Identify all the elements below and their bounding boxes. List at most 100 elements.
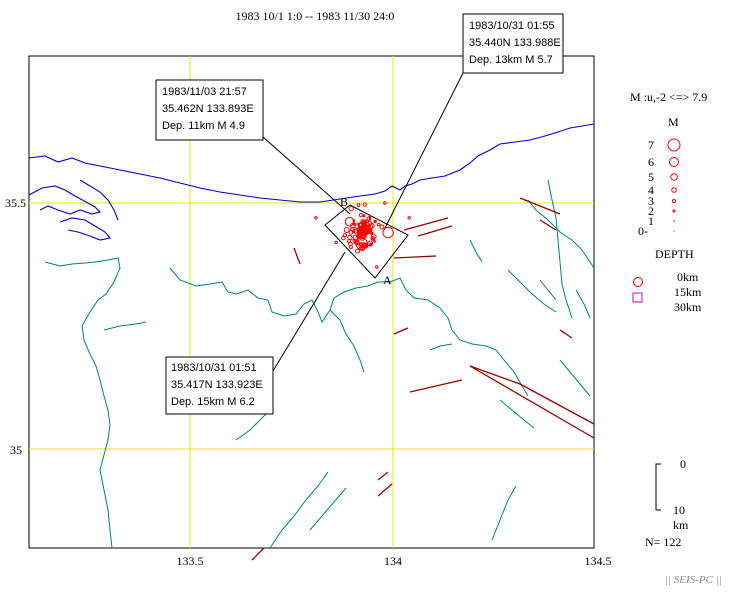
legend-mag-4-symbol [671, 187, 677, 193]
aftershock-marker [361, 242, 367, 248]
aftershock-marker [370, 236, 375, 241]
aftershock-marker [368, 217, 372, 221]
aftershock-marker [369, 242, 373, 247]
coastline-inlet [79, 179, 119, 221]
coastline-lagoon [59, 217, 112, 241]
callout-1-coords: 35.440N 133.988E [469, 37, 561, 49]
callout-3-time: 1983/10/31 01:51 [171, 362, 257, 374]
aftershock-marker [353, 239, 360, 246]
aftershock-marker [367, 223, 374, 230]
leader-2 [262, 136, 351, 215]
fault-11 [519, 383, 595, 425]
fault-13 [377, 483, 393, 497]
boundary-2 [169, 267, 529, 397]
legend-mag-3-symbol [671, 198, 677, 204]
depth-scale-bar [655, 463, 661, 511]
leader-1 [383, 72, 464, 231]
boundary-4 [527, 199, 595, 269]
fault-10 [469, 365, 595, 439]
aftershock-marker [355, 248, 361, 254]
coastline [28, 123, 595, 241]
aftershock-marker [356, 203, 361, 208]
boundary-16 [559, 359, 591, 397]
callout-2-depth-mag: Dep. 11km M 4.9 [162, 120, 245, 132]
callout-1-depth-mag: Dep. 13km M 5.7 [469, 54, 553, 66]
outlier-marker [375, 265, 379, 269]
legend-mag-1: 1 [648, 214, 654, 228]
boundary-3 [329, 309, 365, 373]
outlier-marker [314, 216, 318, 220]
legend-mag-7: 7 [648, 138, 654, 152]
fault-6 [293, 247, 301, 265]
legend-mag-5: 5 [648, 170, 654, 184]
aftershock-marker [362, 202, 367, 207]
legend-scale-unit: km [673, 518, 689, 532]
aftershock-marker [342, 233, 348, 238]
section-label-b: B [340, 195, 348, 209]
aftershock-marker [368, 224, 372, 228]
fault-3 [393, 255, 437, 259]
cross-section-box [324, 204, 409, 279]
aftershock-marker [348, 241, 353, 247]
lat-tick-35: 35 [10, 443, 22, 457]
boundary-7 [103, 321, 147, 331]
coastline-main [28, 123, 595, 203]
legend-mag-6: 6 [648, 155, 654, 169]
outlier-marker [383, 201, 387, 205]
legend-mag-range: M :u,-2 <=> 7.9 [630, 90, 707, 104]
aftershock-marker [376, 222, 381, 227]
callout-3-box [165, 356, 274, 415]
legend-depth-0-symbol [633, 277, 643, 287]
lat-tick-35-5: 35.5 [5, 196, 26, 210]
lon-tick-134: 134 [384, 554, 402, 568]
fault-15 [559, 329, 573, 339]
fault-8 [409, 379, 463, 393]
fault-4 [519, 197, 561, 215]
aftershock-marker [358, 213, 363, 218]
legend-depth-30: 30km [674, 300, 702, 314]
aftershock-marker [347, 234, 353, 241]
legend-mag-3: 3 [648, 194, 654, 208]
outlier-marker [407, 216, 411, 220]
boundary-12 [429, 343, 453, 351]
legend: M :u,-2 <=> 7.9 M 7 6 5 4 3 2 1 0- DEPTH… [630, 90, 707, 549]
leader-3 [272, 251, 346, 372]
fault-9 [469, 365, 521, 385]
aftershock-marker [357, 227, 364, 234]
boundary-13 [499, 399, 535, 429]
legend-depth-0: 0km [677, 270, 699, 284]
boundary-1 [44, 257, 121, 549]
legend-scale-top: 0 [680, 457, 686, 471]
map-frame [28, 55, 595, 549]
boundary-14 [539, 279, 557, 301]
legend-scale-bottom: 10 [673, 503, 685, 517]
fault-12 [377, 471, 389, 481]
callout-leaders [262, 72, 464, 372]
callout-3-coords: 35.417N 133.923E [171, 379, 263, 391]
aftershock-marker [356, 231, 363, 238]
legend-depth-15: 15km [674, 285, 702, 299]
mainshock-marker [344, 216, 355, 227]
legend-depth-title: DEPTH [655, 247, 694, 261]
callout-3: 1983/10/31 01:51 35.417N 133.923E Dep. 1… [165, 356, 274, 415]
boundary-11 [491, 485, 517, 541]
fault-2 [417, 225, 453, 237]
aftershock-marker [361, 222, 367, 229]
legend-mag-5-symbol [670, 173, 678, 181]
legend-mag-0: 0- [638, 224, 648, 238]
legend-mag-1-symbol [673, 220, 675, 222]
lon-tick-133-5: 133.5 [177, 554, 204, 568]
map-title: 1983 10/1 1:0 -- 1983 11/30 24:0 [236, 9, 395, 23]
active-faults [251, 197, 595, 561]
aftershock-marker [361, 219, 368, 226]
aftershock-marker [360, 229, 365, 234]
section-rectangle [324, 204, 409, 279]
legend-mag-2: 2 [648, 204, 654, 218]
depth-scale-bar-line [655, 463, 661, 511]
boundary-6 [507, 269, 557, 313]
aftershock-marker [362, 214, 366, 218]
legend-count: N= 122 [645, 535, 681, 549]
mainshock-marker [355, 237, 368, 251]
boundary-15 [575, 289, 591, 319]
